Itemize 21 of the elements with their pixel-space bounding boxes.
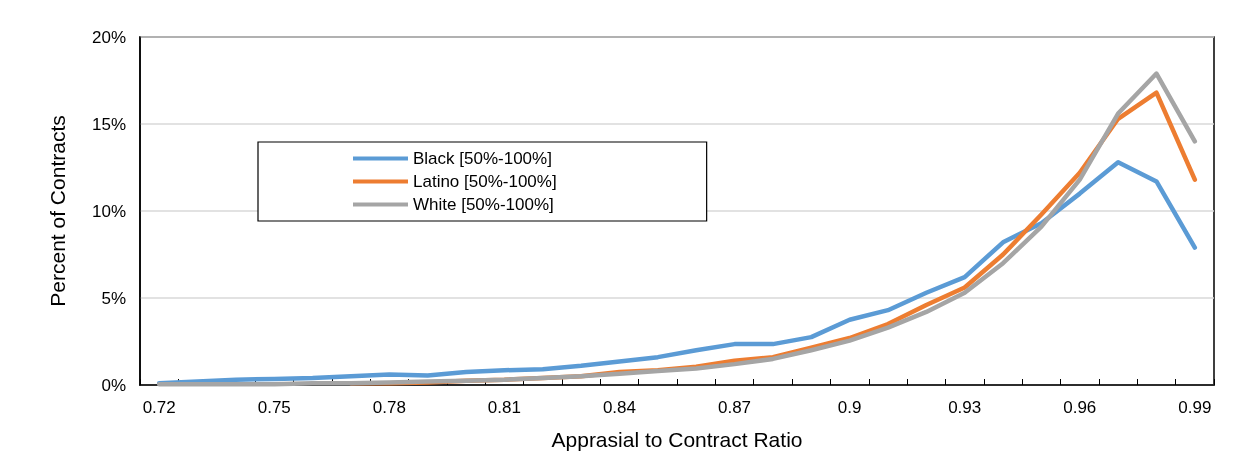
x-tick-label: 0.93: [948, 398, 982, 417]
y-tick-label: 10%: [91, 201, 126, 221]
x-tick-label: 0.96: [1063, 398, 1097, 417]
legend-label: Latino [50%-100%]: [413, 172, 557, 191]
legend-label: Black [50%-100%]: [413, 149, 552, 168]
y-tick-label: 15%: [91, 114, 126, 134]
legend-label: White [50%-100%]: [413, 195, 554, 214]
y-axis-title: Percent of Contracts: [46, 115, 69, 307]
y-tick-label: 0%: [101, 375, 126, 395]
x-tick-label: 0.99: [1178, 398, 1212, 417]
line-series: [156, 71, 1198, 387]
x-tick-label: 0.81: [487, 398, 521, 417]
x-tick-label: 0.72: [142, 398, 176, 417]
x-tick-label: 0.87: [717, 398, 752, 417]
x-axis-title: Apprasial to Contract Ratio: [551, 428, 803, 451]
y-tick-label: 5%: [101, 288, 126, 308]
x-tick-label: 0.78: [372, 398, 406, 417]
x-tick-label: 0.9: [837, 398, 862, 417]
x-tick-label: 0.75: [257, 398, 291, 417]
x-tick-label: 0.84: [602, 398, 637, 417]
y-tick-label: 20%: [91, 27, 126, 47]
